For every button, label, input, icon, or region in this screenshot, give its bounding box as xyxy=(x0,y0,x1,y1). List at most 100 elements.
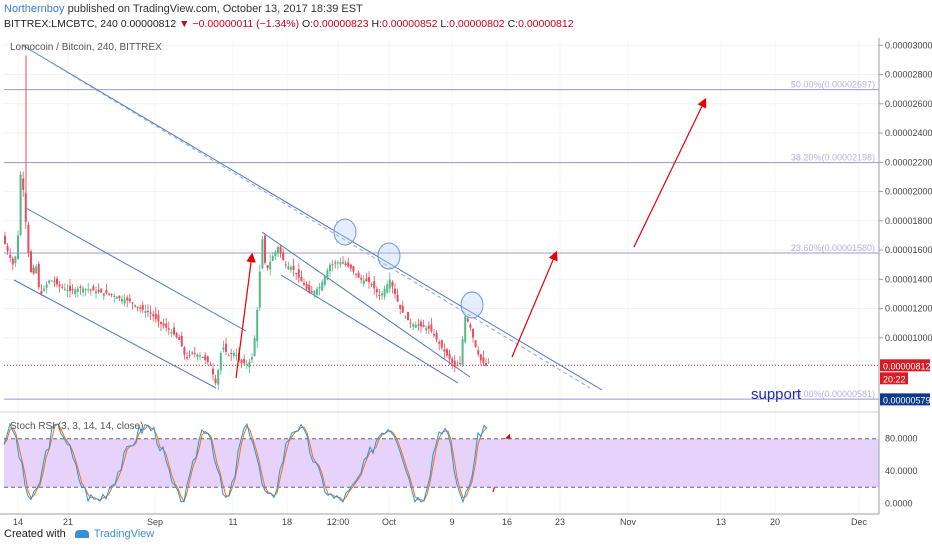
candle-body xyxy=(355,273,357,275)
tradingview-logo-icon xyxy=(74,530,89,539)
candle-body xyxy=(105,290,108,294)
rsi-title: Stoch RSI (3, 3, 14, 14, close) xyxy=(10,421,143,432)
x-tick-label: 20 xyxy=(770,517,780,527)
candle-body xyxy=(243,358,246,364)
candle-body xyxy=(209,364,212,366)
candle-body xyxy=(230,353,233,355)
change-value: −0.00000011 (−1.34%) xyxy=(192,18,300,30)
candle-body xyxy=(11,258,14,265)
candle-body xyxy=(235,355,238,357)
x-tick-label: 9 xyxy=(449,517,454,527)
candle-body xyxy=(79,286,82,289)
candle-body xyxy=(144,310,147,314)
candle-body xyxy=(199,355,201,357)
candle-body xyxy=(326,270,329,280)
x-tick-label: Oct xyxy=(382,517,397,527)
trend-channels xyxy=(13,44,603,391)
candle-body xyxy=(427,325,430,329)
resistance-circle xyxy=(460,291,484,319)
author-link[interactable]: Northernboy xyxy=(4,3,65,15)
symbol-label: BITTREX:LMCBTC, 240 xyxy=(4,18,118,30)
candle-body xyxy=(6,246,9,252)
y-tick-label: 0.00001200 xyxy=(885,304,932,314)
candle-body xyxy=(321,281,324,291)
candle-body xyxy=(45,284,48,288)
high-label: H: xyxy=(371,18,383,30)
x-tick-label: 23 xyxy=(555,517,565,527)
candle-body xyxy=(365,278,368,282)
candle-body xyxy=(277,247,279,254)
channel-line xyxy=(25,207,247,332)
candle-body xyxy=(407,312,409,321)
candle-body xyxy=(261,239,264,269)
candle-body xyxy=(97,289,100,293)
candle-body xyxy=(240,359,243,363)
y-tick-label: 0.00003000 xyxy=(885,40,932,50)
stoch-rsi-pane xyxy=(3,422,879,504)
last-price-tag: 0.00000812 20:22 xyxy=(880,359,931,385)
rsi-d-line xyxy=(3,423,488,503)
close-label: C: xyxy=(507,18,519,30)
candle-body xyxy=(19,174,22,235)
candle-body xyxy=(43,288,45,291)
high-value: 0.00000852 xyxy=(382,18,438,30)
candle-body xyxy=(438,341,441,344)
last-price-tag-bg xyxy=(880,359,930,372)
candle-body xyxy=(479,354,482,361)
fib-retracement: 50.00%(0.00002697) 38.20%(0.00002198) 23.6… xyxy=(4,80,879,400)
candle-body xyxy=(102,293,105,297)
candle-body xyxy=(264,235,266,263)
last-price-tag-text: 0.00000812 xyxy=(883,361,931,371)
y-tick-label: 0.00001400 xyxy=(885,274,932,284)
candle-body xyxy=(360,277,363,280)
fib-level-label: 23.60%(0.00001580) xyxy=(791,243,875,253)
candle-body xyxy=(485,363,487,366)
candle-body xyxy=(396,294,399,302)
candle-body xyxy=(175,333,178,338)
candle-body xyxy=(412,324,415,327)
candle-body xyxy=(344,263,347,266)
candle-body xyxy=(347,262,350,267)
channel-line xyxy=(280,274,459,384)
candle-body xyxy=(313,290,316,295)
candle-body xyxy=(297,269,300,278)
candle-body xyxy=(157,314,160,322)
candle-body xyxy=(305,284,308,289)
y-tick-label: 0.00002600 xyxy=(885,99,932,109)
candle-body xyxy=(331,263,334,266)
candle-body xyxy=(248,361,251,368)
channel-line xyxy=(261,231,471,378)
candle-body xyxy=(284,264,287,266)
candle-body xyxy=(404,316,407,318)
candle-body xyxy=(100,289,103,293)
candle-body xyxy=(50,280,53,282)
channel-line xyxy=(13,279,217,389)
candle-body xyxy=(300,276,303,282)
forecast-arrow xyxy=(511,250,558,358)
x-tick-label: 18 xyxy=(282,517,292,527)
candle-body xyxy=(222,347,225,350)
tradingview-brand[interactable]: TradingView xyxy=(93,528,155,540)
candle-body xyxy=(274,251,277,257)
candle-body xyxy=(269,261,272,270)
candle-body xyxy=(227,355,230,357)
candle-body xyxy=(373,281,376,289)
candle-body xyxy=(87,289,90,291)
candle-body xyxy=(82,288,84,293)
candle-body xyxy=(92,286,95,291)
candle-body xyxy=(414,324,417,328)
candle-body xyxy=(469,324,472,328)
candle-body xyxy=(178,337,181,340)
candle-body xyxy=(32,267,35,274)
candle-body xyxy=(381,293,383,296)
low-value: 0.00000802 xyxy=(449,18,505,30)
candle-body xyxy=(147,310,149,313)
candle-body xyxy=(453,360,456,367)
candle-body xyxy=(349,264,352,269)
candle-body xyxy=(323,276,326,285)
candle-body xyxy=(456,365,459,367)
candle-body xyxy=(433,334,435,336)
candle-body xyxy=(76,288,79,292)
candle-body xyxy=(191,352,194,354)
